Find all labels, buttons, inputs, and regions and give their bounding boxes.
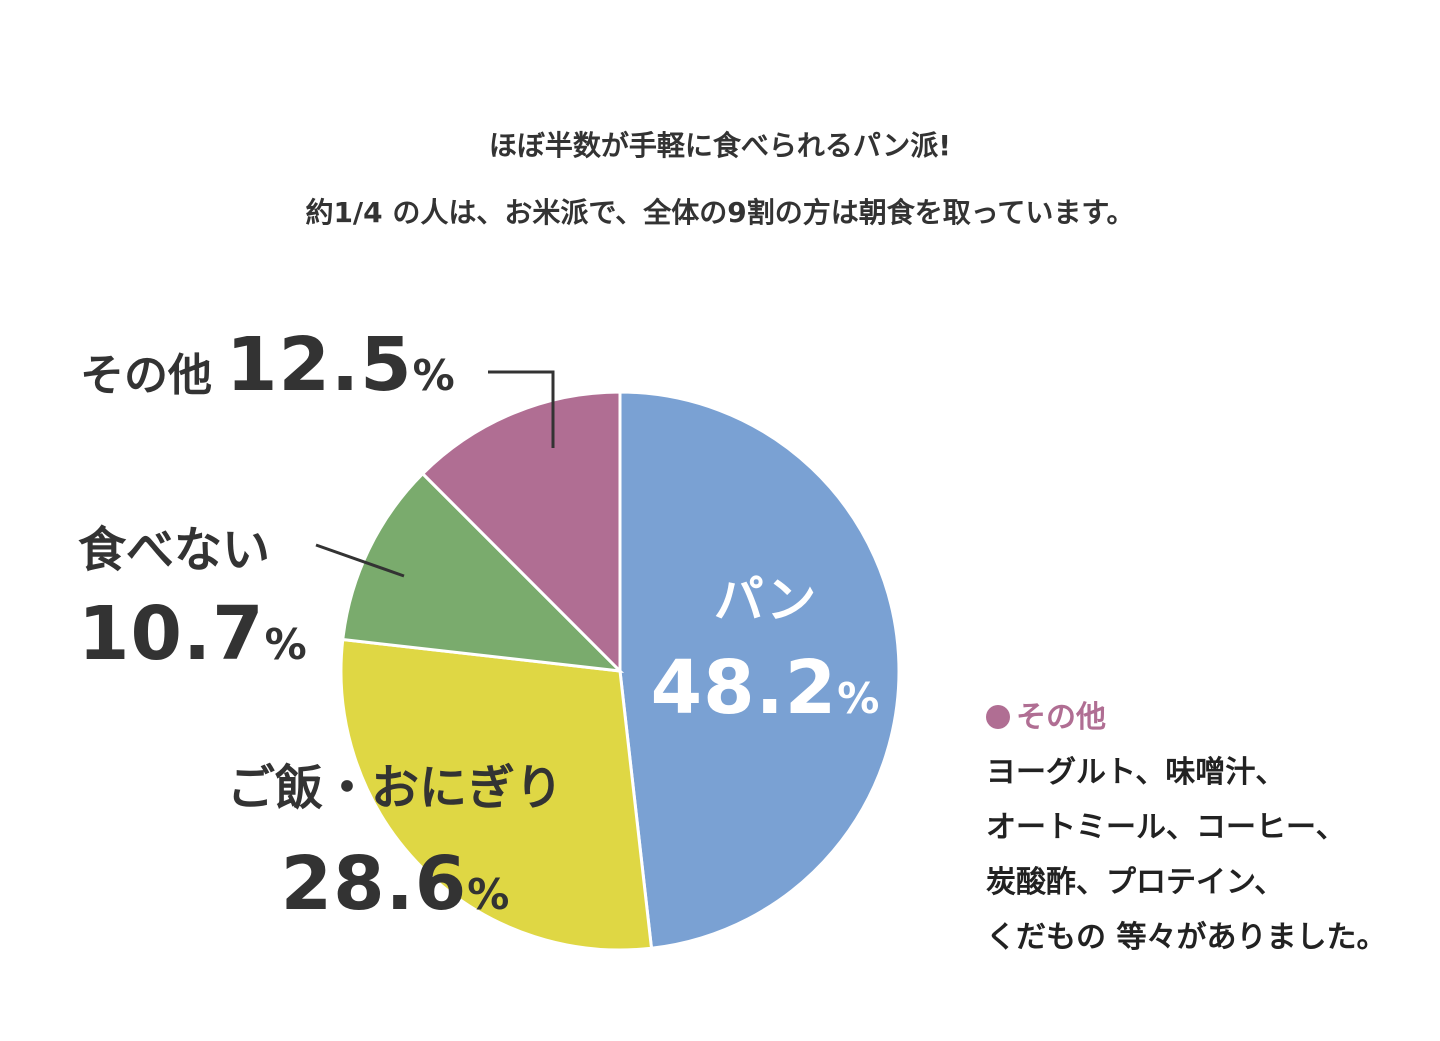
bullet-dot-icon (986, 705, 1010, 729)
leader-line-none (315, 543, 405, 578)
other-note: その他 ヨーグルト、味噌汁、 オートミール、コーヒー、 炭酸酢、プロテイン、 く… (986, 690, 1386, 965)
intro-line-1: ほぼ半数が手軽に食べられるパン派! (488, 129, 952, 162)
label-none-name: 食べない (78, 522, 271, 578)
intro-line-2: 約1/4 の人は、お米派で、全体の9割の方は朝食を取っています。 (305, 196, 1135, 229)
label-bread-name: パン (713, 571, 817, 629)
label-none-value: 10.7 (78, 591, 265, 677)
label-rice: ご飯・おにぎり 28.6% (205, 740, 585, 952)
pie-slice-1 (339, 637, 654, 952)
label-other-name: その他 (80, 350, 212, 401)
other-note-line-1: ヨーグルト、味噌汁、 (986, 755, 1286, 790)
leader-line-other (488, 370, 555, 448)
label-rice-value: 28.6 (280, 841, 468, 927)
other-note-line-4: くだもの 等々がありました。 (986, 920, 1387, 955)
other-note-heading-text: その他 (1016, 700, 1106, 735)
label-rice-percent: % (467, 870, 510, 919)
other-note-line-2: オートミール、コーヒー、 (986, 810, 1346, 845)
label-rice-name: ご飯・おにぎり (226, 760, 563, 816)
other-note-heading: その他 (986, 690, 1386, 745)
label-other-percent: % (412, 351, 455, 400)
label-bread-percent: % (837, 674, 880, 723)
label-other-value: 12.5 (226, 322, 413, 408)
label-bread: パン 48.2% (640, 556, 890, 752)
pie-slice-0 (618, 390, 901, 950)
label-other: その他 12.5% (80, 322, 455, 408)
other-note-line-3: 炭酸酢、プロテイン、 (986, 865, 1285, 900)
pie-slice-3 (420, 390, 622, 675)
pie-slice-2 (341, 471, 625, 673)
label-none: 食べない 10.7% (78, 508, 307, 696)
label-none-percent: % (264, 620, 307, 669)
label-bread-value: 48.2 (650, 645, 838, 731)
